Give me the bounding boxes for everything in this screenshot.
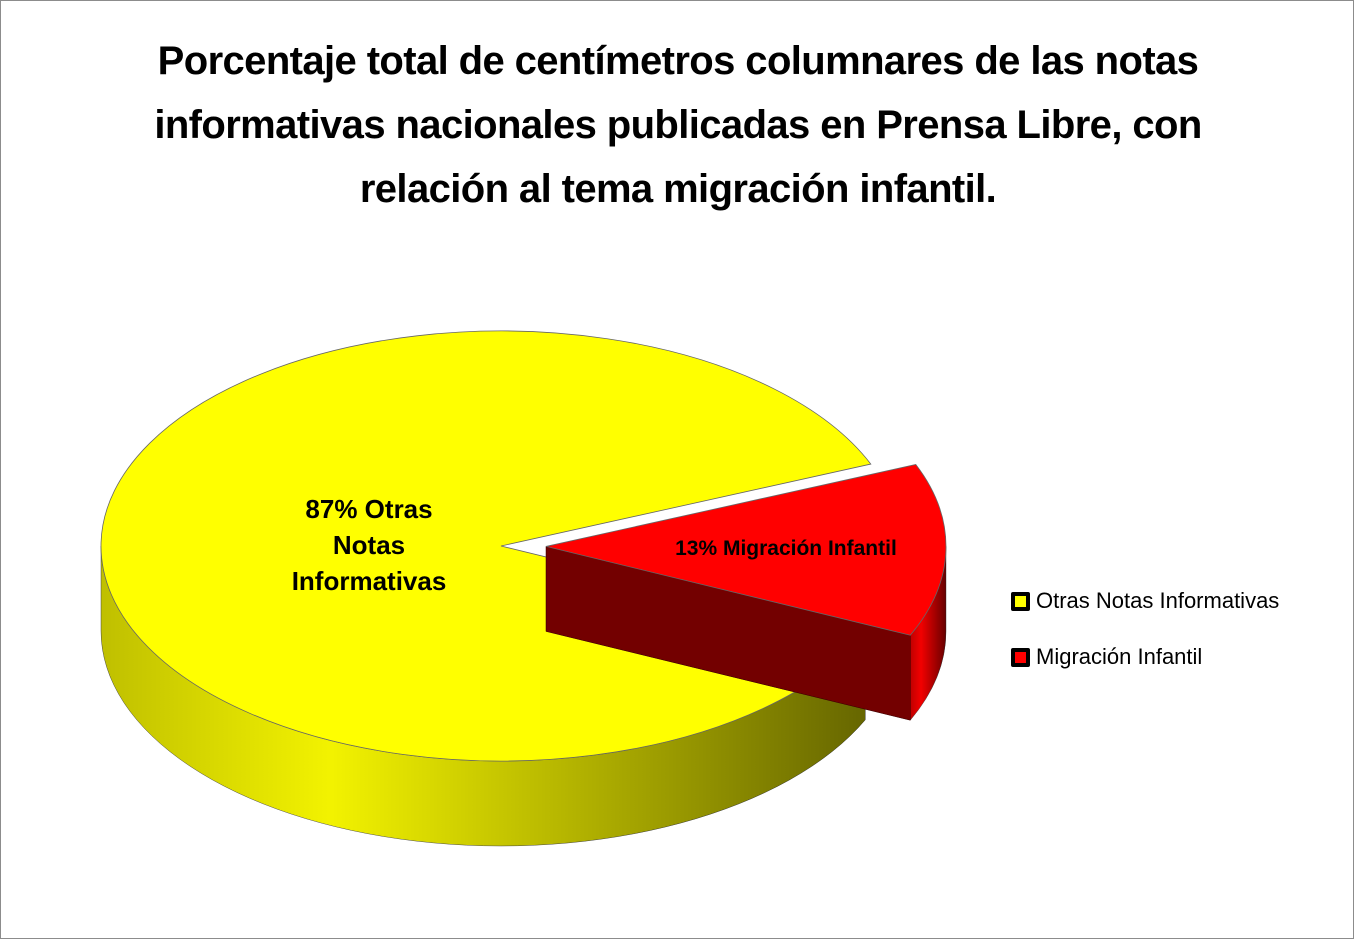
chart-title: Porcentaje total de centímetros columnar…	[154, 39, 1202, 211]
slice	[545, 464, 947, 636]
data-label: 13% Migración Infantil	[675, 536, 897, 560]
slice-cut-shade	[545, 546, 911, 721]
slice-side-shade	[101, 546, 866, 846]
legend-label: Migración Infantil	[1036, 644, 1203, 669]
legend-label: Otras Notas Informativas	[1036, 588, 1280, 613]
legend-swatch	[1011, 591, 1030, 611]
legend-swatch	[1011, 647, 1030, 667]
legend-item: Otras Notas Informativas	[1011, 588, 1279, 614]
legend-item: Migración Infantil	[1011, 644, 1202, 670]
data-label: 87% Otras Notas Informativas	[291, 493, 447, 596]
slice-side-shade	[910, 546, 946, 721]
